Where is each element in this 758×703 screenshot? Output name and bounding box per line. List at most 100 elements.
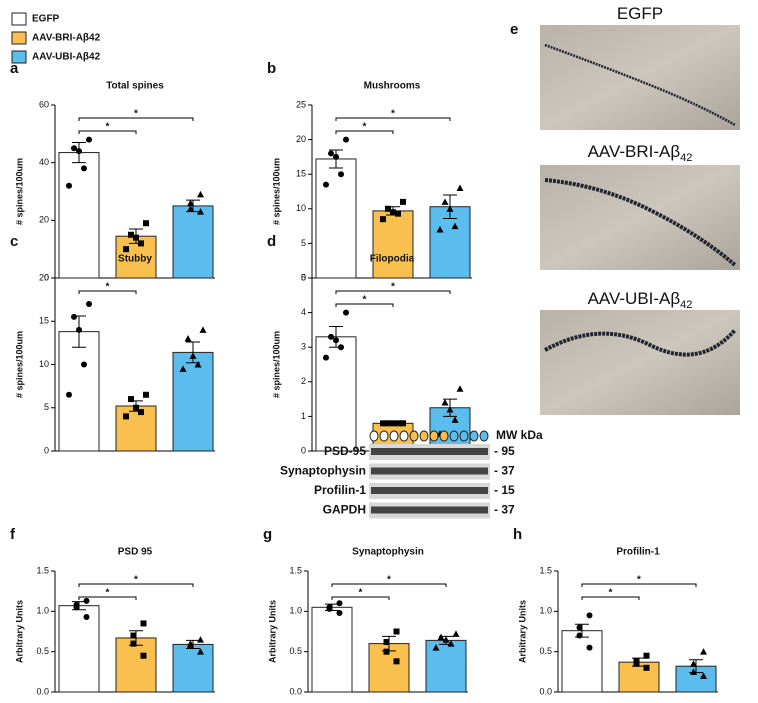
- significance-bracket: [78, 596, 137, 600]
- mw-label: - 95: [494, 444, 515, 458]
- dendrite: [544, 328, 737, 357]
- data-point: [328, 333, 334, 340]
- label-text: EGFP: [617, 4, 663, 23]
- data-point: [380, 216, 386, 223]
- data-point: [326, 605, 333, 612]
- data-point: [452, 630, 460, 637]
- panel-letter: e: [510, 21, 518, 38]
- y-tick-label: 1.5: [539, 565, 552, 575]
- data-point: [86, 300, 92, 307]
- y-tick-label: 10: [296, 203, 306, 213]
- data-point: [383, 638, 390, 645]
- chart-title: Mushrooms: [364, 81, 421, 92]
- data-point: [194, 361, 202, 368]
- y-axis-label: Arbitrary Units: [267, 600, 277, 663]
- panel-letter: h: [513, 526, 522, 543]
- data-point: [442, 636, 450, 643]
- bar: [561, 630, 603, 693]
- micrograph: [540, 165, 740, 270]
- data-point: [395, 210, 401, 217]
- y-tick-label: 20: [39, 272, 49, 282]
- data-point: [643, 664, 650, 671]
- chart-title: Total spines: [106, 81, 164, 92]
- data-point: [81, 361, 87, 368]
- blot-band: [371, 506, 488, 514]
- y-tick-label: 5: [301, 238, 306, 248]
- legend-label: EGFP: [32, 14, 60, 25]
- significance-bracket: [78, 130, 137, 134]
- data-point: [76, 326, 82, 333]
- data-point: [576, 624, 583, 631]
- data-point: [436, 226, 444, 233]
- data-point: [123, 413, 129, 420]
- y-tick-label: 0: [44, 272, 49, 282]
- lane-marker: [379, 430, 389, 442]
- y-axis-label: # spines/100um: [271, 331, 281, 398]
- significance-bracket: [78, 117, 194, 121]
- bar: [372, 210, 414, 279]
- data-point: [343, 136, 349, 143]
- data-point: [336, 609, 343, 616]
- data-point: [338, 171, 344, 178]
- lane-marker: [449, 430, 459, 442]
- data-point: [138, 240, 144, 247]
- chart-title: Profilin-1: [616, 547, 660, 558]
- panel-letter: f: [10, 526, 16, 543]
- data-point: [323, 354, 329, 361]
- data-point: [586, 644, 593, 651]
- y-tick-label: 2: [301, 376, 306, 386]
- significance-bracket: [581, 583, 697, 587]
- data-point: [338, 344, 344, 351]
- micrograph-label: EGFP: [617, 4, 663, 23]
- data-point: [333, 153, 339, 160]
- data-point: [700, 672, 707, 679]
- significance-bracket: [78, 290, 137, 294]
- data-point: [66, 391, 72, 398]
- significance-bracket: [78, 583, 194, 587]
- data-point: [143, 220, 149, 227]
- significance-label: *: [359, 588, 363, 599]
- data-point: [73, 604, 80, 611]
- significance-bracket: [335, 130, 394, 134]
- data-point: [390, 209, 396, 216]
- y-tick-label: 1.0: [539, 606, 552, 616]
- dendrite: [544, 43, 736, 127]
- significance-label: *: [387, 575, 391, 586]
- y-tick-label: 60: [39, 99, 49, 109]
- y-tick-label: 20: [39, 215, 49, 225]
- chart-title: PSD 95: [118, 547, 153, 558]
- data-point: [328, 150, 334, 157]
- y-tick-label: 1.0: [36, 606, 49, 616]
- bar: [315, 336, 357, 452]
- data-point: [140, 652, 147, 659]
- mw-label: - 37: [494, 503, 515, 517]
- y-tick-label: 1.5: [289, 565, 302, 575]
- significance-label: *: [609, 588, 613, 599]
- significance-bracket: [335, 117, 451, 121]
- data-point: [456, 385, 464, 392]
- y-tick-label: 0.0: [289, 686, 302, 696]
- data-point: [336, 600, 343, 607]
- data-point: [123, 246, 129, 253]
- lane-marker: [479, 430, 489, 442]
- chart-title: Filopodia: [370, 254, 415, 265]
- data-point: [197, 636, 204, 643]
- y-tick-label: 0: [301, 445, 306, 455]
- significance-bracket: [581, 596, 640, 600]
- data-point: [390, 420, 396, 427]
- lane-marker: [389, 430, 399, 442]
- blot-band: [371, 448, 488, 455]
- data-point: [437, 633, 445, 641]
- data-point: [690, 668, 697, 675]
- y-tick-label: 4: [301, 307, 306, 317]
- bar: [115, 405, 157, 452]
- data-point: [66, 182, 72, 189]
- bar: [618, 661, 660, 693]
- lane-marker: [439, 430, 449, 442]
- data-point: [133, 404, 139, 411]
- y-tick-label: 0.5: [36, 646, 49, 656]
- significance-bracket: [331, 583, 447, 587]
- y-tick-label: 40: [39, 157, 49, 167]
- y-tick-label: 1.0: [289, 606, 302, 616]
- y-tick-label: 3: [301, 342, 306, 352]
